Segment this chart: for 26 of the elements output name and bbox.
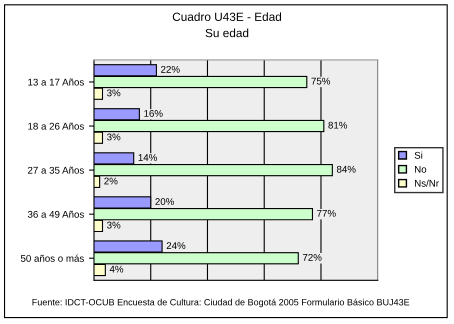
- data-label: 20%: [155, 198, 174, 206]
- legend-label: No: [414, 166, 426, 173]
- data-label: 3%: [107, 222, 120, 229]
- y-tick-label: 27 a 35 Años: [28, 166, 84, 174]
- data-label: 84%: [336, 166, 356, 173]
- y-tick-label: 13 a 17 Años: [28, 78, 84, 86]
- data-label: 4%: [110, 266, 124, 273]
- data-label: 81%: [328, 122, 348, 129]
- data-label: 24%: [166, 242, 186, 250]
- data-label: 77%: [317, 210, 336, 217]
- data-label: 3%: [107, 134, 120, 140]
- y-tick-label: 50 años o más: [20, 254, 84, 262]
- legend-label: Ns/Nr: [414, 180, 439, 187]
- data-label: 3%: [107, 89, 120, 96]
- y-tick-label: 18 a 26 Años: [28, 122, 84, 130]
- chart-title: Cuadro U43E - Edad: [172, 12, 282, 21]
- data-label: 2%: [104, 178, 118, 184]
- chart-subtitle: Su edad: [206, 28, 248, 38]
- y-tick-label: 36 a 49 Años: [28, 210, 84, 218]
- data-label: 75%: [311, 78, 330, 85]
- data-label: 16%: [144, 110, 163, 117]
- data-label: 22%: [161, 66, 180, 73]
- data-label: 72%: [302, 254, 322, 261]
- data-label: 14%: [138, 154, 157, 161]
- legend-label: Si: [414, 152, 422, 159]
- source-note: Fuente: IDCT-OCUB Encuesta de Cultura: Ciudad de Bogotá 2005 Formulario Básico BUJ43E: [32, 298, 410, 308]
